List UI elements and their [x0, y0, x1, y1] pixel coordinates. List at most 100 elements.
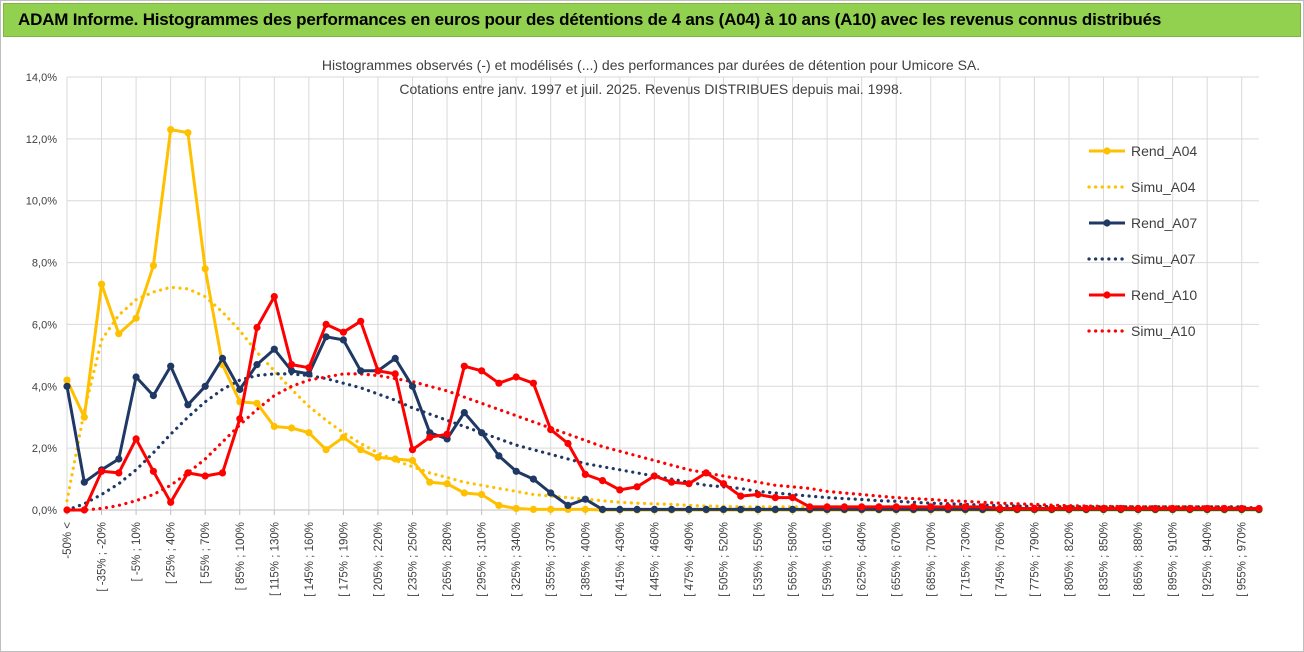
- series-line: [65, 285, 1261, 511]
- data-point: [1238, 504, 1246, 513]
- data-point: [478, 490, 486, 499]
- data-point: [547, 489, 555, 497]
- data-point: [443, 430, 451, 438]
- series-line: [65, 335, 1259, 511]
- data-point: [408, 446, 417, 454]
- data-point: [529, 379, 538, 387]
- data-point: [771, 494, 779, 502]
- x-tick-label: [ 535% ; 550%: [753, 522, 765, 597]
- data-point: [391, 455, 399, 463]
- data-point: [823, 503, 831, 511]
- data-point: [63, 382, 71, 390]
- series-line: [67, 295, 1259, 512]
- data-point: [288, 361, 296, 369]
- data-point: [305, 364, 313, 372]
- data-point: [581, 470, 589, 478]
- series-Simu_A07: [65, 372, 1261, 512]
- data-point: [374, 367, 382, 375]
- data-point: [1255, 504, 1263, 513]
- data-point: [80, 478, 88, 486]
- x-tick-label: [ 295% ; 310%: [477, 522, 489, 597]
- data-point: [668, 478, 676, 486]
- data-point: [754, 505, 762, 513]
- data-point: [460, 362, 468, 370]
- data-point: [616, 505, 624, 513]
- data-point: [149, 392, 157, 400]
- x-tick-label: [ 835% ; 850%: [1099, 522, 1111, 597]
- data-point: [650, 505, 659, 513]
- y-tick-label: 10,0%: [26, 196, 57, 208]
- data-point: [270, 345, 278, 353]
- data-point: [132, 435, 140, 443]
- data-point: [201, 382, 209, 390]
- data-point: [702, 469, 710, 477]
- data-point: [979, 503, 987, 511]
- data-point: [167, 126, 175, 134]
- x-tick-label: [ 715% ; 730%: [960, 522, 972, 597]
- legend-label: Rend_A04: [1131, 143, 1197, 159]
- data-point: [63, 506, 71, 514]
- data-point: [616, 486, 624, 494]
- x-tick-label: [ 385% ; 400%: [580, 522, 592, 597]
- data-point: [357, 317, 365, 325]
- x-tick-label: [ -35% ; -20%: [97, 522, 109, 592]
- data-point: [702, 505, 710, 513]
- data-point: [115, 469, 123, 477]
- data-point: [1134, 504, 1142, 513]
- data-point: [495, 379, 503, 387]
- data-point: [460, 409, 468, 417]
- data-point: [927, 503, 935, 511]
- data-point: [357, 367, 365, 375]
- x-tick-label: [ 445% ; 460%: [649, 522, 661, 597]
- x-tick-label: [ 745% ; 760%: [995, 522, 1007, 597]
- data-point: [443, 480, 451, 488]
- x-tick-label: [ -5% ; 10%: [131, 522, 143, 581]
- data-point: [633, 483, 641, 491]
- data-point: [719, 505, 728, 513]
- x-tick-label: [ 625% ; 640%: [857, 522, 869, 597]
- data-point: [357, 446, 365, 454]
- x-tick-label: [ 205% ; 220%: [373, 522, 385, 597]
- x-tick-label: [ 55% ; 70%: [200, 522, 212, 584]
- data-point: [564, 501, 572, 509]
- data-point: [685, 505, 693, 513]
- data-point: [322, 320, 330, 328]
- data-point: [305, 370, 313, 378]
- x-tick-label: [ 655% ; 670%: [891, 522, 903, 597]
- chart-subtitle: Cotations entre janv. 1997 et juil. 2025…: [399, 81, 902, 97]
- chart-title: Histogrammes observés (-) et modélisés (…: [322, 57, 980, 73]
- data-point: [581, 495, 589, 503]
- data-point: [771, 505, 779, 513]
- data-point: [374, 453, 382, 461]
- data-point: [149, 262, 157, 270]
- legend-label: Rend_A07: [1131, 215, 1197, 231]
- data-point: [529, 475, 538, 483]
- x-tick-label: [ 505% ; 520%: [718, 522, 730, 597]
- legend-item-Simu_A04: Simu_A04: [1087, 179, 1196, 195]
- x-tick-label: [ 235% ; 250%: [408, 522, 420, 597]
- data-point: [789, 505, 797, 513]
- data-point: [478, 429, 486, 437]
- data-point: [512, 467, 520, 475]
- data-point: [322, 333, 330, 341]
- data-point: [339, 433, 347, 441]
- data-point: [426, 433, 434, 441]
- data-point: [1048, 504, 1056, 513]
- data-point: [1082, 504, 1090, 513]
- data-point: [719, 480, 728, 488]
- data-point: [236, 385, 244, 393]
- x-tick-label: [ 25% ; 40%: [166, 522, 178, 584]
- data-point: [426, 478, 434, 486]
- data-point: [253, 323, 261, 332]
- data-point: [80, 413, 88, 421]
- data-point: [63, 376, 71, 384]
- data-point: [789, 494, 797, 502]
- y-tick-label: 8,0%: [32, 258, 57, 270]
- x-tick-label: [ 415% ; 430%: [615, 522, 627, 597]
- data-point: [149, 467, 157, 475]
- data-point: [875, 503, 883, 511]
- data-point: [115, 455, 123, 463]
- data-point: [270, 422, 278, 431]
- data-point: [944, 503, 952, 511]
